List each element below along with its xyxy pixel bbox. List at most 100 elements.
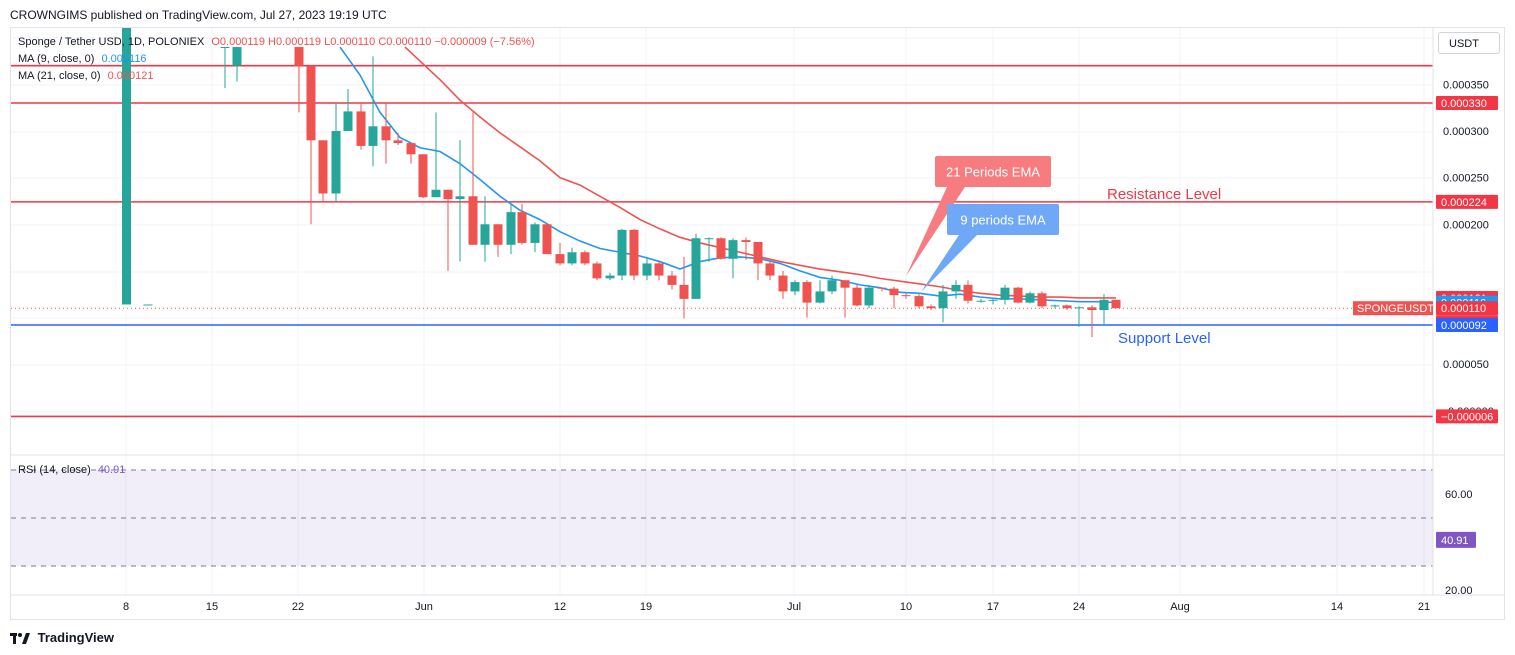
candle-body: [716, 238, 726, 259]
candle-body: [1037, 293, 1047, 307]
candle-body: [220, 47, 230, 49]
legend-ma21-value: 0.000121: [107, 70, 154, 82]
candle: [802, 280, 812, 318]
candle-body: [926, 306, 936, 309]
candle: [343, 89, 353, 131]
candle: [443, 189, 453, 271]
ema9-callout-text: 9 periods EMA: [960, 213, 1046, 228]
candle-body: [580, 252, 590, 264]
candle: [654, 261, 664, 281]
candle-body: [1062, 305, 1072, 309]
candle: [679, 256, 689, 319]
tradingview-logo-icon: [10, 630, 30, 645]
candle: [1062, 304, 1072, 311]
candle-body: [617, 229, 627, 276]
rsi-value-tag: 40.91: [1436, 531, 1476, 548]
time-tick-label: 10: [900, 601, 912, 613]
candle-body: [629, 229, 639, 276]
legend-ma9-value: 0.000116: [101, 53, 147, 65]
candle-body: [418, 154, 428, 198]
candle: [728, 238, 738, 279]
candle: [506, 203, 516, 255]
candle: [1074, 306, 1084, 327]
price-tag-bg: [1436, 301, 1498, 316]
annotations: 21 Periods EMA 9 periods EMA Resistance Le…: [906, 156, 1221, 347]
time-tick-label: 8: [123, 601, 129, 613]
candle: [592, 261, 602, 281]
price-tick-label: 0.000050: [1443, 359, 1489, 371]
price-tag: 0.000224: [1436, 194, 1498, 209]
candle-body: [778, 275, 788, 292]
price-tag-text: 0.000110: [1441, 303, 1486, 315]
time-tick-label: 22: [292, 601, 304, 613]
candle-body: [691, 238, 701, 299]
candle-body: [517, 212, 527, 243]
candle-body: [567, 252, 577, 264]
price-tag: 0.000330: [1436, 96, 1498, 110]
price-tag-text: −0.000006: [1441, 411, 1493, 423]
candle: [840, 280, 850, 318]
candle: [691, 233, 701, 299]
candle-body: [914, 296, 924, 307]
axes: 0.000350 0.000300 0.000250 0.000200 0.000050…: [11, 28, 1505, 613]
candle: [827, 275, 837, 295]
candle-body: [542, 224, 552, 255]
candle-body: [802, 282, 812, 303]
candle-body: [368, 126, 378, 146]
rsi-tick-label: 20.00: [1445, 585, 1473, 597]
candle: [901, 293, 911, 299]
candle: [765, 261, 775, 281]
candle: [790, 280, 800, 296]
candles: [122, 28, 1121, 338]
candle-body: [1013, 287, 1023, 303]
candle: [815, 280, 825, 304]
candle-body: [592, 263, 602, 279]
candle: [356, 103, 366, 150]
candle-body: [1111, 299, 1121, 309]
candle: [381, 103, 391, 164]
chart-frame[interactable]: [10, 27, 1505, 620]
candle-body: [443, 189, 453, 200]
legend-ohlc: O0.000119 H0.000119 L0.000110 C0.000110 …: [211, 36, 535, 48]
candle: [418, 154, 428, 199]
candle: [716, 237, 726, 260]
legend-symbol-row: Sponge / Tether USD, 1D, POLONIEX O0.000…: [18, 36, 539, 48]
ema9-callout: 9 periods EMA: [921, 204, 1059, 292]
symbol-tag-text: SPONGEUSDT: [1357, 303, 1434, 315]
candle: [951, 280, 961, 299]
candle: [976, 298, 986, 303]
candle-body: [455, 196, 465, 200]
currency-button[interactable]: USDT: [1438, 32, 1500, 54]
candle-body: [654, 263, 664, 276]
candle: [143, 304, 153, 306]
price-tag-bg: [1436, 96, 1498, 110]
candle-body: [306, 65, 316, 141]
candle-body: [530, 224, 540, 243]
candle: [741, 237, 751, 260]
candle: [877, 287, 887, 292]
candle: [988, 298, 998, 305]
tradingview-footer[interactable]: TradingView: [10, 630, 114, 645]
legend-rsi-value: 40.91: [97, 464, 126, 476]
candle-body: [642, 263, 652, 276]
legend-rsi-row: RSI (14, close) 40.91: [18, 464, 129, 476]
candle: [963, 280, 973, 304]
time-tick-label: Aug: [1170, 601, 1190, 613]
candle-body: [381, 126, 391, 141]
price-tick-label: 0.000250: [1443, 173, 1489, 185]
candle-body: [827, 280, 837, 292]
price-tick-label: 0.000300: [1443, 126, 1489, 138]
ema9-callout-pointer: [921, 235, 977, 292]
candle: [318, 140, 328, 202]
price-tick-label: 0.000350: [1443, 79, 1489, 91]
time-tick-label: 21: [1418, 601, 1430, 613]
candle-body: [318, 140, 328, 194]
time-tick-label: 19: [640, 601, 652, 613]
candle-body: [728, 240, 738, 259]
candle: [889, 286, 899, 309]
legend-ma21-label: MA (21, close, 0): [18, 70, 101, 82]
legend-symbol: Sponge / Tether USD, 1D, POLONIEX: [18, 36, 205, 48]
candle-body: [901, 295, 911, 297]
candle-body: [852, 287, 862, 306]
